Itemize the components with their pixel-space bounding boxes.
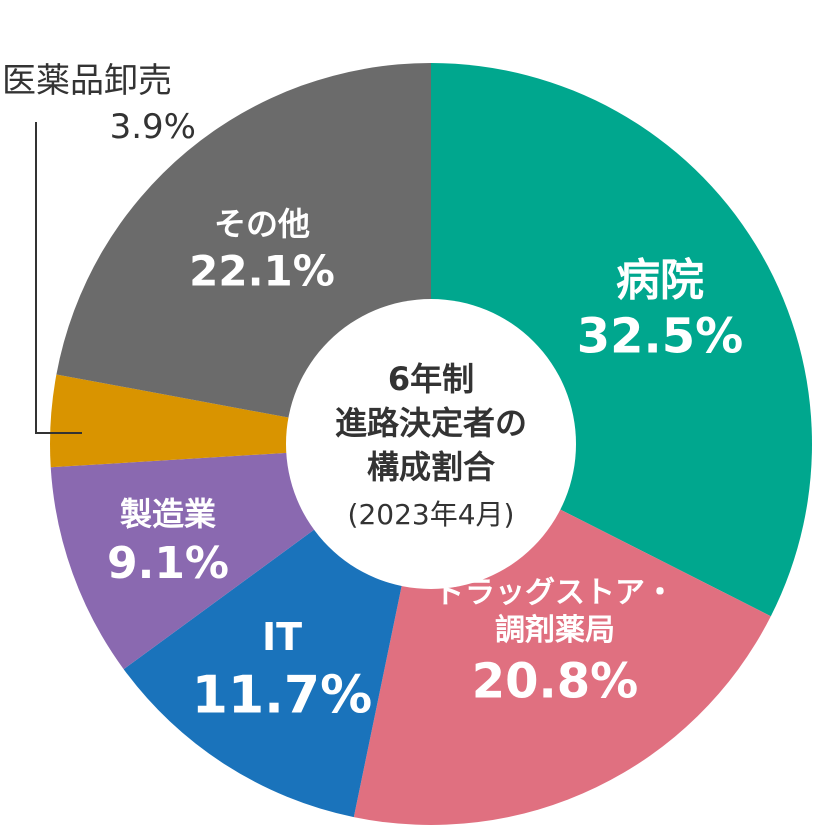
slice-label-value-3: 9.1% <box>107 538 229 589</box>
slice-label-name-1: 調剤薬局 <box>495 613 615 648</box>
center-subtitle: (2023年4月) <box>348 498 515 531</box>
outside-label-name: 医薬品卸売 <box>2 61 172 101</box>
slice-label-value-0: 32.5% <box>577 309 744 365</box>
slice-label-name-5: その他 <box>214 205 310 243</box>
center-title-line-0: 6年制 <box>388 360 474 398</box>
donut-hole <box>286 299 576 589</box>
center-title-line-2: 構成割合 <box>367 448 495 486</box>
leader-line <box>35 122 82 434</box>
slice-label-name-0: 病院 <box>616 255 704 306</box>
slice-label-value-5: 22.1% <box>189 246 335 295</box>
center-title-line-1: 進路決定者の <box>335 404 527 442</box>
outside-label-value: 3.9% <box>110 107 196 147</box>
slice-label-name-2: IT <box>262 615 302 659</box>
slice-label-name-1: ドラッグストア・ <box>435 576 675 611</box>
slice-label-value-2: 11.7% <box>192 665 372 725</box>
slice-label-name-3: 製造業 <box>120 495 216 533</box>
slice-label-value-1: 20.8% <box>472 654 639 710</box>
